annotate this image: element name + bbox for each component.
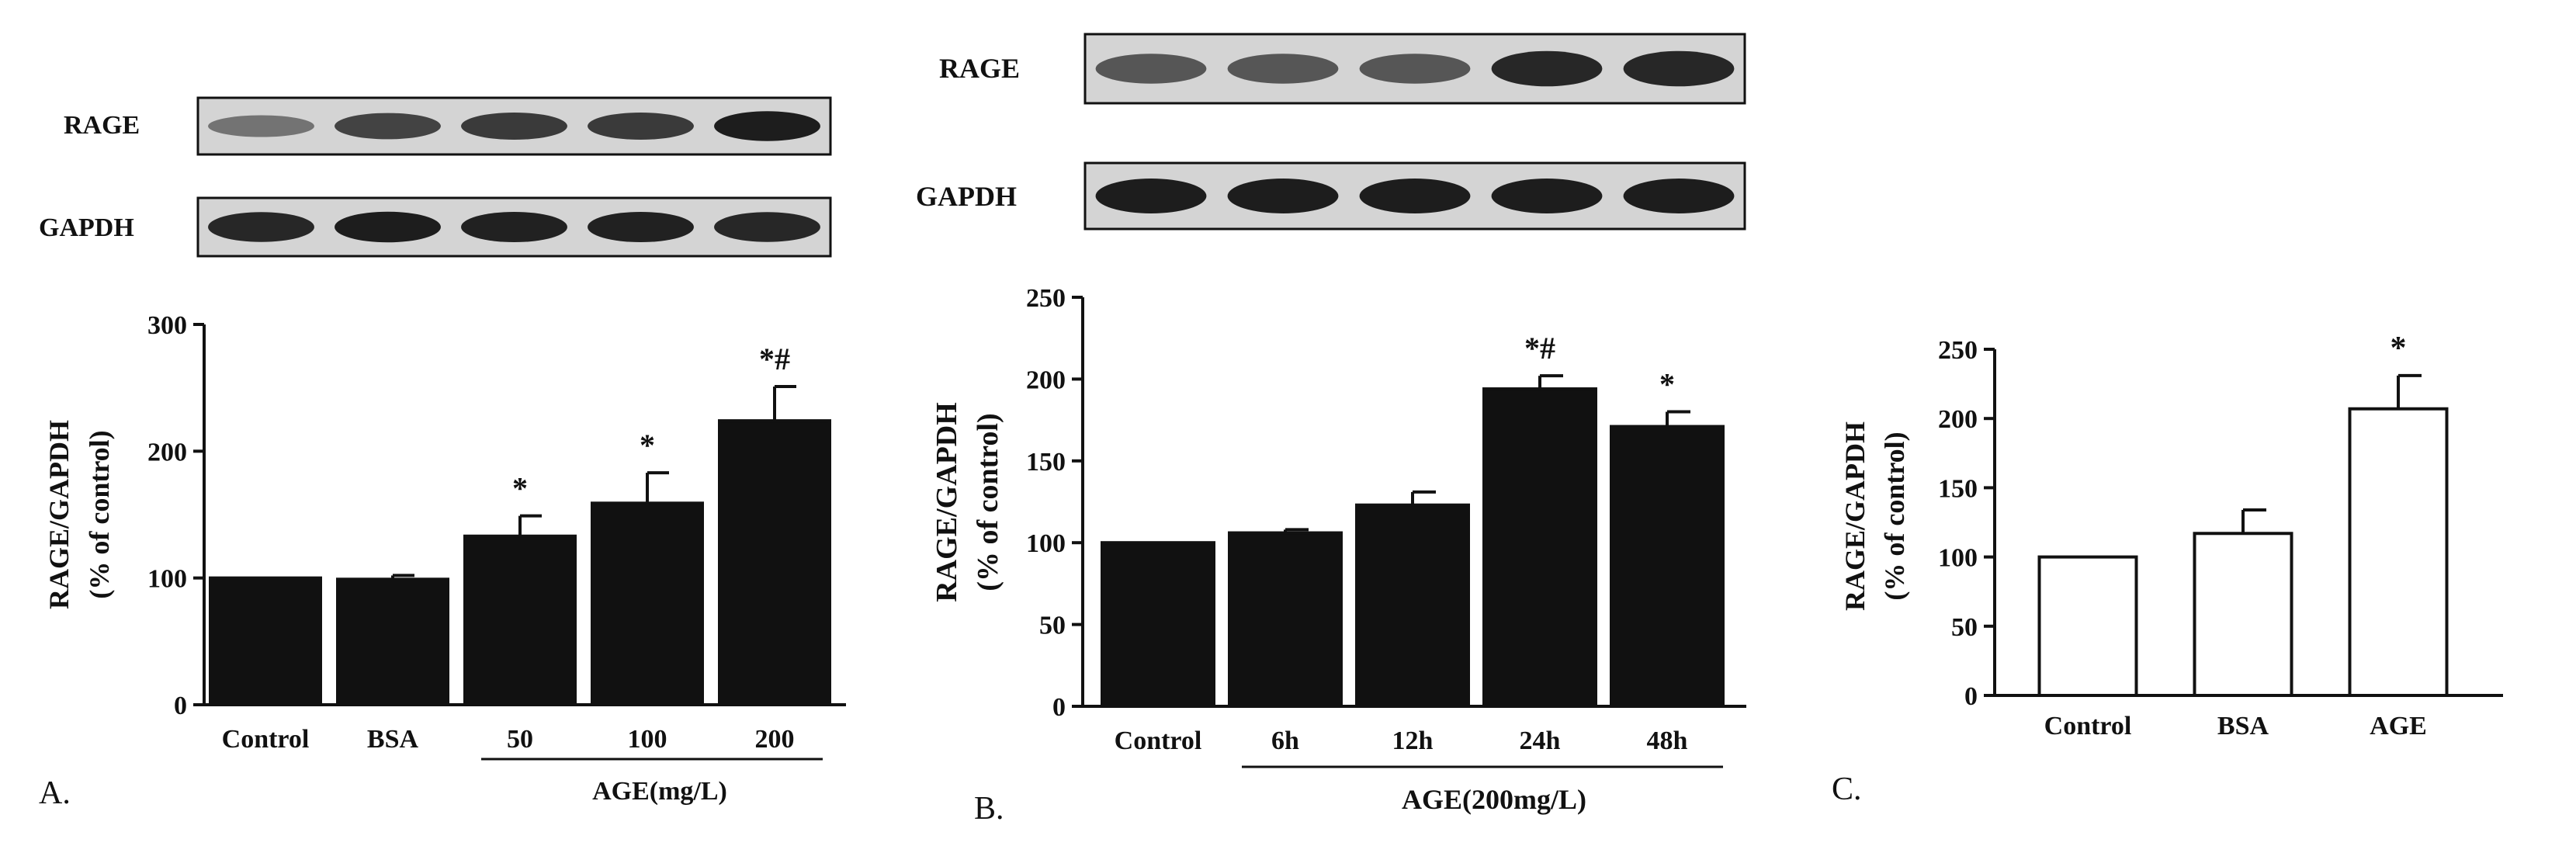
panel-b-blot-row-1-band-4 xyxy=(1623,179,1735,213)
panel-b-blot-row-0-band-1 xyxy=(1227,54,1339,84)
panel-b-chart-significance-3: *# xyxy=(1524,331,1555,366)
panel-a-blot-row-0-band-0 xyxy=(208,115,314,137)
panel-c-bar-chart: 0 50 100 150 200 250 RAGE/GAPDH (% of control) C… xyxy=(1839,331,2503,740)
panel-a-blot-row-0-band-2 xyxy=(461,112,567,140)
panel-a-chart-bar-2 xyxy=(463,534,577,706)
panel-b-chart-y-axis-label-2: (% of control) xyxy=(972,413,1004,591)
panel-a-blot-row-1-band-3 xyxy=(588,211,694,243)
panel-a-chart-y-axis-label-2: (% of control) xyxy=(84,430,115,598)
panel-b-chart-bar-1 xyxy=(1228,531,1343,708)
panel-c-chart-y-axis-label-2: (% of control) xyxy=(1879,432,1910,600)
panel-a-chart-category-label-0: Control xyxy=(222,725,310,754)
panel-a-blot-row-1-band-0 xyxy=(208,212,314,242)
panel-b-chart-category-label-3: 24h xyxy=(1520,726,1561,755)
panel-b-chart-y-tick-label-2: 100 xyxy=(1026,529,1066,558)
panel-b-blot-row-0-band-3 xyxy=(1491,50,1603,87)
panel-b-chart-y-tick-label-4: 200 xyxy=(1026,366,1066,394)
panel-a-chart-significance-2: * xyxy=(512,471,528,506)
panel-a-blot-label-gapdh: GAPDH xyxy=(39,213,134,242)
panel-a-blot-row-1-band-1 xyxy=(335,211,441,243)
panel-b-chart-category-label-1: 6h xyxy=(1271,726,1299,755)
panel-a-chart-category-label-4: 200 xyxy=(755,725,795,754)
panel-c-chart-bar-0 xyxy=(2037,555,2138,697)
panel-c-chart-significance-2: * xyxy=(2391,331,2407,366)
panel-a-chart-category-label-3: 100 xyxy=(628,725,667,754)
panel-a-bar-chart: 0 100 200 300 RAGE/GAPDH (% of control) Contro… xyxy=(43,311,846,754)
panel-a-chart-category-label-1: BSA xyxy=(367,725,419,754)
panel-b-blot-row-0-band-4 xyxy=(1623,50,1735,87)
panel-a-chart-y-tick-label-1: 100 xyxy=(147,565,187,594)
panel-a-label: A. xyxy=(39,775,71,811)
panel-b-chart-bar-4 xyxy=(1610,425,1725,708)
panel-b-chart-bar-2 xyxy=(1355,503,1470,708)
panel-c-chart-y-tick-label-0: 0 xyxy=(1964,682,1978,711)
panel-a-blot-label-rage: RAGE xyxy=(64,111,140,140)
panel-b-chart-y-axis-label: RAGE/GAPDH xyxy=(931,402,963,602)
panel-c-chart-category-label-2: AGE xyxy=(2370,712,2427,740)
panel-a-chart-significance-4: *# xyxy=(759,342,790,376)
panel-b-western-blot xyxy=(1083,33,1746,231)
panel-c-chart-y-tick-label-3: 150 xyxy=(1938,474,1978,503)
panel-a-chart-bar-0 xyxy=(209,576,322,707)
panel-a-western-blot xyxy=(196,96,832,258)
panel-c-chart-category-label-0: Control xyxy=(2044,712,2132,740)
panel-a-chart-y-axis-label: RAGE/GAPDH xyxy=(43,420,75,609)
panel-b-bar-chart: 0 50 100 150 200 250 RAGE/GAPDH (% of control) C… xyxy=(931,284,1746,755)
panel-c-label: C. xyxy=(1832,772,1862,807)
panel-c-chart-bar-1 xyxy=(2193,532,2293,697)
panel-a-blot-row-1-band-2 xyxy=(461,211,567,243)
panel-b-chart-y-tick-label-1: 50 xyxy=(1039,612,1066,640)
panel-a-chart-y-tick-label-0: 0 xyxy=(174,692,187,720)
panel-c-chart-category-label-1: BSA xyxy=(2217,712,2269,740)
panel-a-chart-category-label-2: 50 xyxy=(507,725,533,754)
panel-b-blot-label-gapdh: GAPDH xyxy=(916,181,1017,212)
panel-b-chart-y-tick-label-5: 250 xyxy=(1026,284,1066,313)
panel-a-chart-significance-3: * xyxy=(640,428,655,463)
panel-a-blot-row-0-band-3 xyxy=(588,112,694,140)
panel-b-blot-row-1-band-2 xyxy=(1359,179,1471,213)
panel-a-blot-row-1-band-4 xyxy=(714,212,820,242)
panel-a-blot-row-0-band-4 xyxy=(714,111,820,141)
panel-a-chart-y-tick-label-3: 300 xyxy=(147,311,187,340)
panel-b-group-label: AGE(200mg/L) xyxy=(1402,784,1586,815)
panel-b-blot-row-0-band-0 xyxy=(1095,54,1207,84)
panel-a-blot-row-0-band-1 xyxy=(335,113,441,140)
panel-c-chart-y-tick-label-2: 100 xyxy=(1938,544,1978,573)
panel-b-blot-row-1-band-0 xyxy=(1095,179,1207,213)
panel-a-chart-y-tick-label-2: 200 xyxy=(147,438,187,466)
panel-b-chart-bar-0 xyxy=(1101,541,1215,709)
panel-a-chart-bar-1 xyxy=(336,577,449,706)
panel-b-blot-row-1-band-1 xyxy=(1227,179,1339,213)
panel-b-label: B. xyxy=(974,791,1004,827)
panel-b-chart-category-label-2: 12h xyxy=(1392,726,1434,755)
panel-a-chart-bar-3 xyxy=(591,501,704,706)
panel-c-chart-y-tick-label-1: 50 xyxy=(1951,613,1978,642)
panel-b-chart-significance-4: * xyxy=(1659,367,1675,402)
panel-b-chart-category-label-0: Control xyxy=(1115,726,1202,755)
panel-c-chart-y-axis-label: RAGE/GAPDH xyxy=(1839,421,1870,611)
panel-b-blot-row-0-band-2 xyxy=(1359,54,1471,84)
panel-a-group-label: AGE(mg/L) xyxy=(592,777,727,806)
panel-b-chart-category-label-4: 48h xyxy=(1647,726,1688,755)
panel-b-chart-y-tick-label-3: 150 xyxy=(1026,448,1066,477)
panel-c-chart-y-tick-label-4: 200 xyxy=(1938,405,1978,434)
panel-b-blot-label-rage: RAGE xyxy=(939,53,1020,84)
panel-b-chart-y-tick-label-0: 0 xyxy=(1052,693,1066,722)
panel-c-chart-bar-2 xyxy=(2348,407,2449,697)
panel-c-chart-y-tick-label-5: 250 xyxy=(1938,336,1978,365)
panel-a-chart-bar-4 xyxy=(718,419,831,707)
panel-b-chart-bar-3 xyxy=(1482,387,1597,708)
panel-b-blot-row-1-band-3 xyxy=(1491,179,1603,213)
